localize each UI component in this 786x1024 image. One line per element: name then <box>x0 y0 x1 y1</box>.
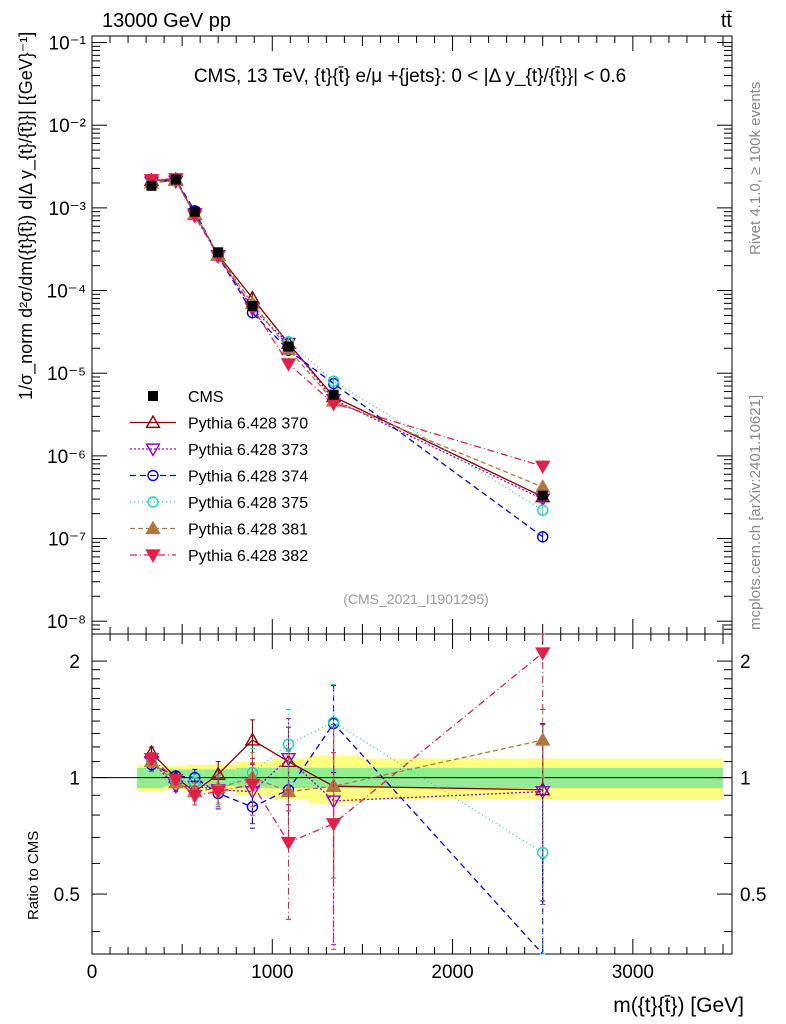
legend-marker <box>145 520 161 535</box>
series-line-p375 <box>151 179 544 511</box>
data-point <box>247 301 258 312</box>
series-line-p381 <box>151 179 543 488</box>
y-axis-label: 1/σ_norm d²σ/dm({t}{t̄}) d|Δ y_{t}/{t̄}}… <box>16 32 37 400</box>
series-point-p381 <box>534 479 551 493</box>
legend-label: Pythia 6.428 370 <box>188 416 308 433</box>
ratio-line-p374 <box>151 722 544 955</box>
y-tick-label: 10⁻⁴ <box>47 282 86 303</box>
x-tick-label: 2000 <box>431 962 473 983</box>
mcplots-label: mcplots.cern.ch [arXiv:2401.10621] <box>747 395 764 630</box>
legend-label: Pythia 6.428 373 <box>188 442 308 459</box>
main-frame <box>91 35 733 635</box>
ratio-tick-label: 0.5 <box>54 885 80 906</box>
legend-label: Pythia 6.428 374 <box>188 469 308 486</box>
data-point <box>283 341 294 352</box>
ratio-line-p375 <box>151 721 544 854</box>
legend: CMS Pythia 6.428 370 Pythia 6.428 373 Pythi… <box>130 389 308 565</box>
rivet-label: Rivet 4.1.0, ≥ 100k events <box>747 82 764 255</box>
ratio-tick-label: 1 <box>69 769 80 790</box>
ratio-point-p382 <box>187 789 203 804</box>
chart-title: CMS, 13 TeV, {t}{t̄} e/μ +{jets}: 0 < |Δ… <box>194 66 626 87</box>
series-point-p374 <box>537 531 549 543</box>
y-tick-label: 10⁻⁷ <box>48 530 86 551</box>
data-point <box>170 174 181 185</box>
ratio-tick-label-right: 1 <box>740 769 751 790</box>
main-panel: 10⁻⁸ 10⁻⁷ 10⁻⁶ 10⁻⁵ 10⁻⁴ 10⁻³ 10⁻² 10⁻¹ <box>47 34 733 635</box>
data-point <box>146 180 157 191</box>
ratio-point-p375 <box>282 738 295 750</box>
x-tick-label: 0 <box>87 962 98 983</box>
legend-marker <box>148 391 158 401</box>
ratio-point-p373 <box>534 786 551 800</box>
y-tick-label: 10⁻³ <box>49 199 87 220</box>
ratio-point-p381 <box>534 732 551 746</box>
legend-marker <box>145 549 161 563</box>
data-point <box>537 490 548 501</box>
data-point <box>189 206 200 217</box>
ratio-line-p382 <box>151 652 544 844</box>
legend-marker <box>145 414 161 429</box>
legend-marker <box>147 469 159 482</box>
ratio-point-p382 <box>244 778 261 793</box>
ratio-point-p382 <box>143 752 160 767</box>
legend-label: Pythia 6.428 381 <box>188 522 308 539</box>
y-tick-label: 10⁻¹ <box>49 34 87 55</box>
x-tick-label: 3000 <box>612 962 654 983</box>
ratio-point-p382 <box>168 773 184 788</box>
data-point <box>328 389 339 400</box>
ratio-point-p375 <box>537 846 549 859</box>
ratio-point-p382 <box>280 836 297 851</box>
watermark: (CMS_2021_I1901295) <box>343 591 489 607</box>
legend-marker <box>147 496 159 508</box>
ratio-y-axis-label: Ratio to CMS <box>25 831 42 920</box>
legend-label: CMS <box>188 389 224 406</box>
series-point-p375 <box>327 375 340 387</box>
y-tick-label: 10⁻⁸ <box>47 612 86 633</box>
y-tick-label: 10⁻⁶ <box>47 447 86 468</box>
series-point-p382 <box>280 358 297 372</box>
data-point <box>213 247 224 258</box>
ratio-point-p382 <box>325 818 342 832</box>
y-tick-label: 10⁻⁵ <box>47 364 86 385</box>
header-left: 13000 GeV pp <box>102 10 231 32</box>
x-axis-label: m({t}{t̄}) [GeV] <box>613 994 744 1017</box>
legend-label: Pythia 6.428 382 <box>188 548 308 565</box>
ratio-tick-label-right: 2 <box>740 652 751 673</box>
y-tick-label: 10⁻² <box>49 116 87 137</box>
legend-label: Pythia 6.428 375 <box>188 495 308 512</box>
ratio-point-p375 <box>327 716 340 728</box>
ratio-point-p382 <box>210 786 226 800</box>
ratio-frame <box>91 633 733 955</box>
ratio-point-p382 <box>534 647 551 661</box>
x-tick-label: 1000 <box>251 962 293 983</box>
ratio-tick-label-right: 0.5 <box>740 885 766 906</box>
header-right: tt̄ <box>721 10 733 32</box>
series-point-p382 <box>143 173 160 188</box>
series-line-p382 <box>151 178 543 467</box>
series-point-p375 <box>537 504 549 516</box>
series-point-p382 <box>534 460 551 475</box>
ratio-point-p370 <box>244 732 261 746</box>
ratio-panel: 0.5 0.5 1 1 2 2 0 1000 2000 3000 <box>54 633 766 983</box>
legend-marker <box>145 443 161 457</box>
ratio-tick-label: 2 <box>69 652 80 673</box>
